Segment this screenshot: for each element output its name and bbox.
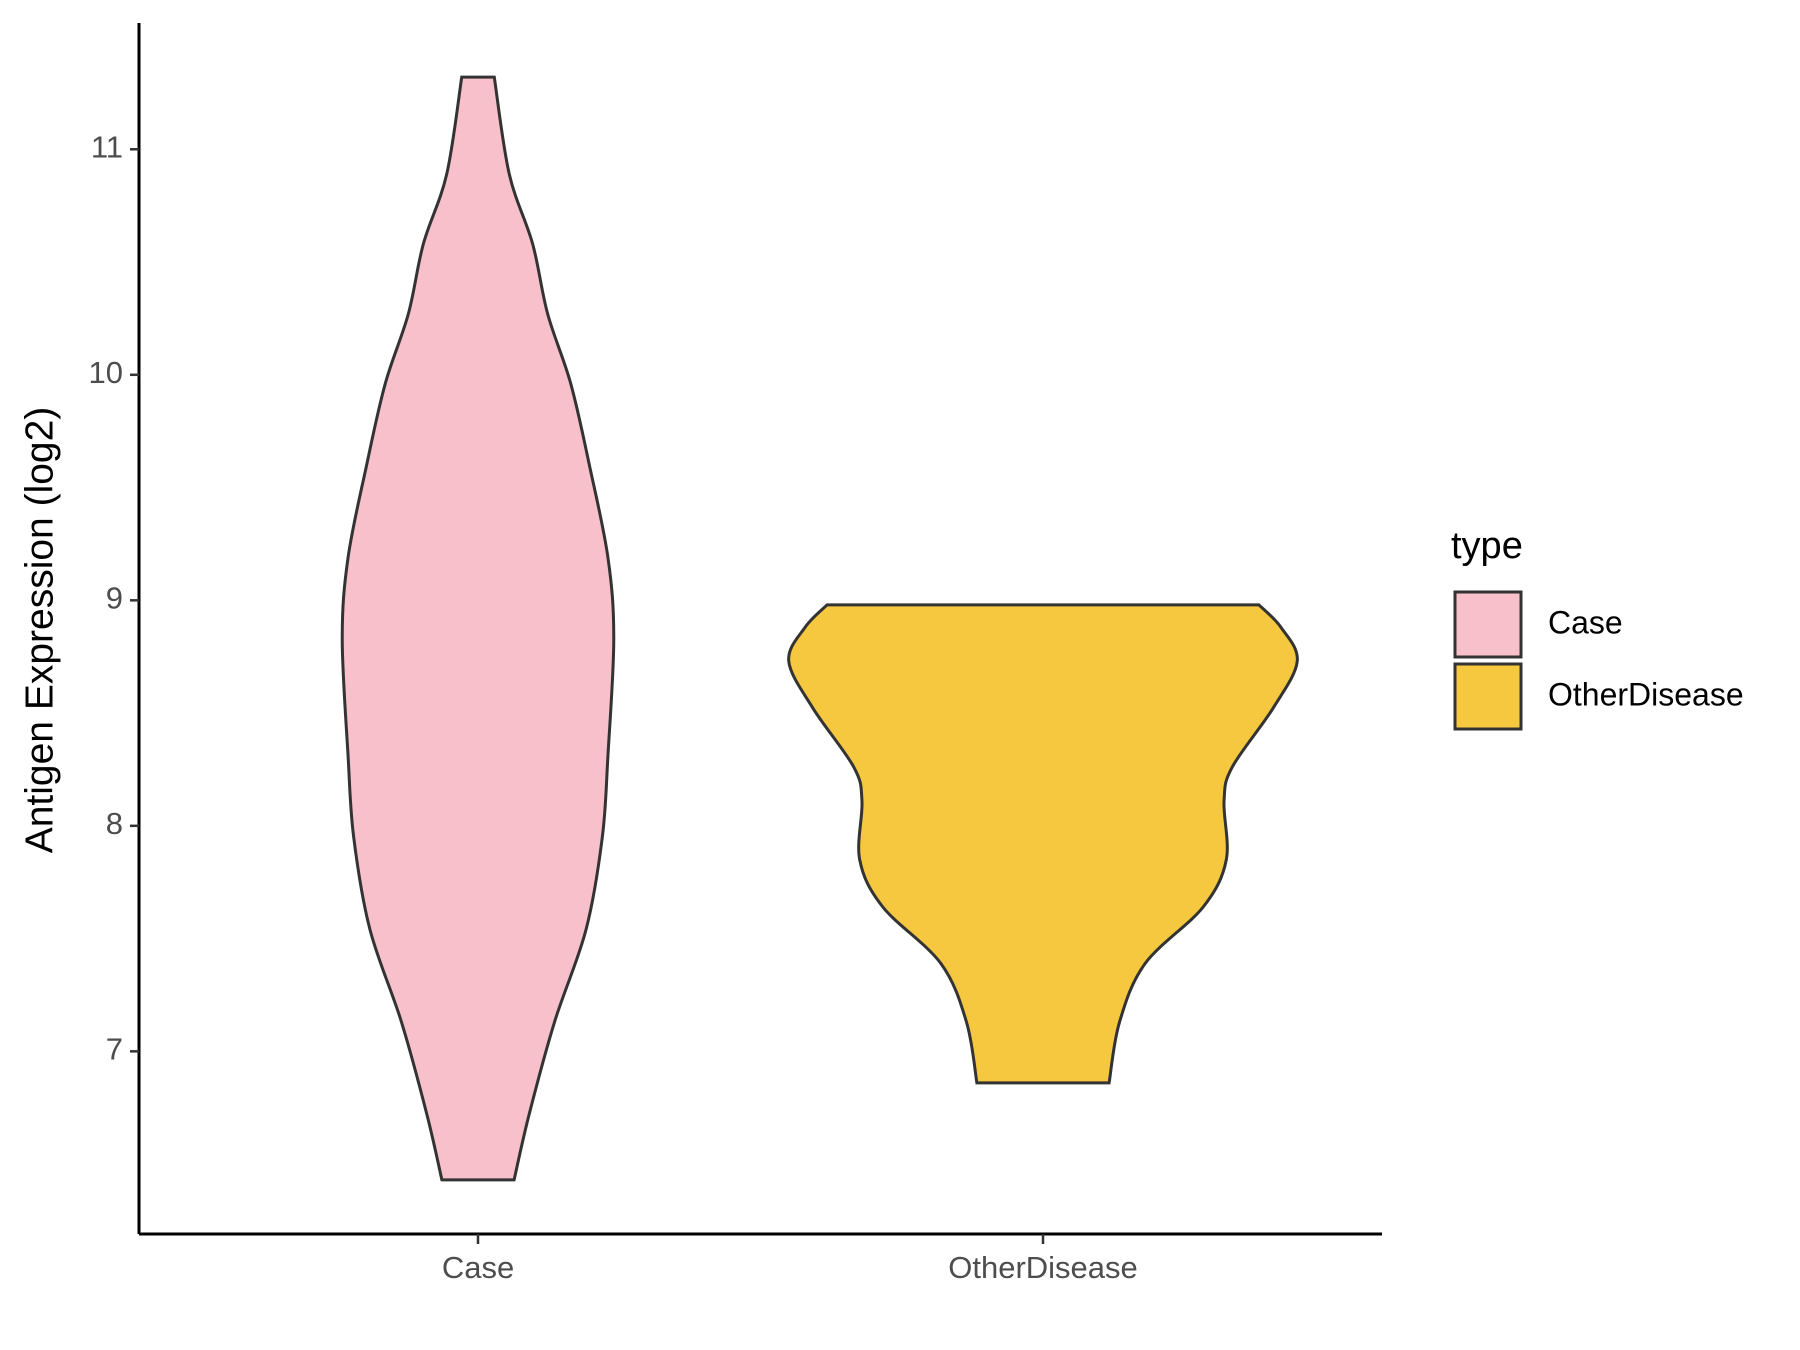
y-tick-label: 8 xyxy=(106,806,123,841)
y-tick-label: 7 xyxy=(106,1032,123,1067)
legend-title: type xyxy=(1451,525,1523,567)
legend-key xyxy=(1453,662,1523,731)
y-tick-label: 11 xyxy=(91,129,123,164)
y-tick-label: 9 xyxy=(106,580,123,615)
y-axis-title: Antigen Expression (log2) xyxy=(18,407,61,854)
legend-label: OtherDisease xyxy=(1548,676,1744,712)
violin xyxy=(340,75,616,1182)
legend-label: Case xyxy=(1548,604,1623,640)
y-tick-label: 10 xyxy=(89,355,123,390)
x-tick-label: Case xyxy=(442,1250,514,1285)
legend-key xyxy=(1453,590,1523,659)
x-tick-label: OtherDisease xyxy=(948,1250,1138,1285)
violin xyxy=(787,603,1299,1085)
